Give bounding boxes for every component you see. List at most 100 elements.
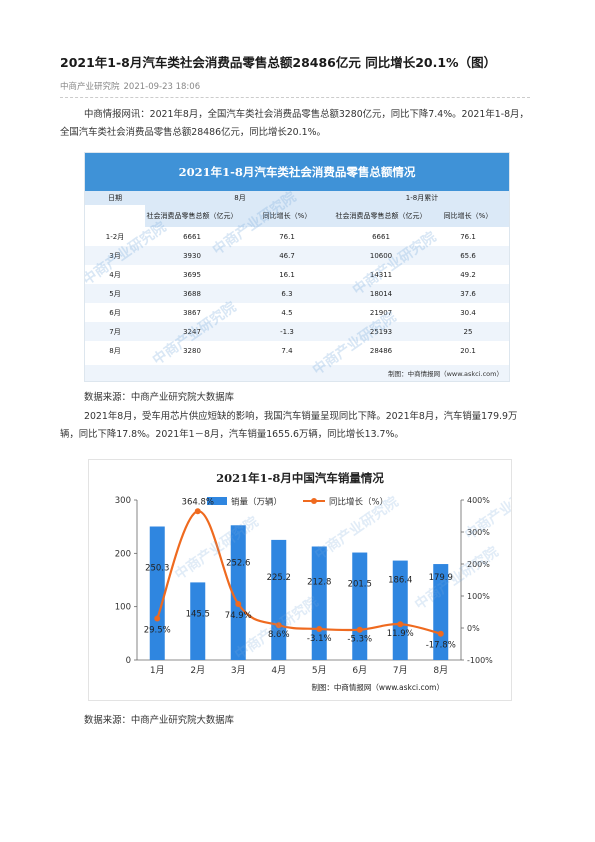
table-cell-c-val: 25193	[335, 322, 427, 341]
table-cell-m-val: 3280	[183, 346, 201, 355]
bar	[230, 525, 246, 660]
x-tick-label: 1月	[150, 665, 165, 676]
table-header-date: 日期	[85, 191, 145, 205]
table-cell-c-val: 6661	[372, 232, 390, 241]
table-cell-c-val: 10600	[335, 246, 427, 265]
table-cell-m-val: 3867	[183, 308, 201, 317]
table-cell-c-yoy: 30.4	[460, 308, 476, 317]
table-cell-date: 8月	[109, 346, 121, 355]
bar-value-label: 225.2	[267, 573, 291, 583]
table-footer: 制图：中商情报网（www.askci.com）	[388, 370, 503, 378]
retail-table: 日期 8月 1-8月累计 社会消费品零售总额（亿元） 同比增长（%） 社会消费品…	[85, 191, 509, 360]
y-tick-label: 200	[115, 549, 131, 559]
table-cell-m-yoy: 7.4	[281, 346, 293, 355]
y2-tick-label: 100%	[467, 592, 490, 601]
legend-line-marker	[311, 498, 317, 504]
bar-value-label: 179.9	[429, 573, 453, 583]
table-header-yoy: 同比增长（%）	[239, 205, 335, 227]
legend-line-label: 同比增长（%）	[329, 497, 388, 508]
bar-value-label: 252.6	[226, 558, 250, 568]
growth-point	[316, 625, 323, 632]
y2-tick-label: 200%	[467, 560, 490, 569]
bar	[433, 564, 449, 660]
line-value-label: 11.9%	[387, 629, 414, 639]
bar	[271, 539, 287, 660]
table-header-retail-cum: 社会消费品零售总额（亿元）	[335, 205, 427, 227]
table-cell-date: 5月	[85, 284, 145, 303]
table-cell-m-yoy: -1.3	[239, 322, 335, 341]
table-cell-c-yoy: 37.6	[427, 284, 509, 303]
growth-point	[194, 508, 201, 515]
bar-value-label: 201.5	[348, 580, 372, 590]
table-cell-c-val: 28486	[369, 346, 393, 355]
bar	[392, 560, 408, 660]
line-value-label: -5.3%	[347, 635, 372, 645]
table-footer-bar	[85, 365, 509, 381]
x-tick-label: 5月	[312, 665, 327, 676]
watermark: 中商产业研究院	[412, 543, 502, 613]
bar	[311, 546, 327, 660]
line-value-label: 364.8%	[182, 497, 214, 507]
table-cell-c-yoy: 25	[427, 322, 509, 341]
line-value-label: 29.5%	[144, 626, 171, 636]
article-source[interactable]: 中商产业研究院	[60, 82, 120, 92]
paragraph-1: 中商情报网讯：2021年8月，全国汽车类社会消费品零售总额3280亿元，同比下降…	[60, 106, 535, 142]
sales-chart-figure: 2021年1-8月中国汽车销量情况 销量（万辆） 同比增长（%） 0 100 200 300…	[88, 459, 552, 701]
chart-footer: 制图：中商情报网（www.askci.com）	[311, 682, 444, 692]
table-cell-c-yoy: 65.6	[427, 246, 509, 265]
paragraph-1-text: 中商情报网讯：2021年8月，全国汽车类社会消费品零售总额3280亿元，同比下降…	[60, 109, 529, 138]
retail-table-figure: 2021年1-8月汽车类社会消费品零售总额情况 日期 8月 1-8月累计 社会消…	[84, 152, 510, 382]
paragraph-2: 2021年8月，受车用芯片供应短缺的影响，我国汽车销量呈现同比下降。2021年8…	[60, 408, 535, 444]
growth-point	[437, 630, 444, 637]
y2-tick-label: 300%	[467, 528, 490, 537]
table-cell-c-yoy: 76.1	[460, 232, 476, 241]
line-value-label: 74.9%	[225, 611, 252, 621]
table-cell-date: 3月	[85, 246, 145, 265]
y-tick-label: 0	[126, 656, 131, 666]
table-cell-date: 7月	[85, 322, 145, 341]
table-cell-c-val: 14311	[369, 270, 393, 279]
bar	[190, 582, 206, 660]
growth-point	[154, 615, 161, 622]
table-cell-c-val: 18014	[335, 284, 427, 303]
table-cell-m-val: 3930	[145, 246, 239, 265]
table-cell-m-yoy: 76.1	[279, 232, 295, 241]
table-cell-m-yoy: 4.5	[281, 308, 293, 317]
table-header-retail: 社会消费品零售总额（亿元）	[145, 205, 239, 227]
bar-value-label: 145.5	[186, 609, 210, 619]
x-tick-label: 3月	[231, 665, 246, 676]
line-value-label: -17.8%	[426, 641, 456, 651]
y-tick-label: 100	[115, 603, 131, 613]
growth-point	[275, 622, 282, 629]
table-cell-m-yoy: 6.3	[239, 284, 335, 303]
table-cell-c-yoy: 49.2	[460, 270, 476, 279]
table-cell-c-val: 21907	[369, 308, 393, 317]
paragraph-2-text: 2021年8月，受车用芯片供应短缺的影响，我国汽车销量呈现同比下降。2021年8…	[60, 411, 518, 440]
y2-tick-label: 400%	[467, 496, 490, 505]
article-meta: 中商产业研究院 2021-09-23 18:06	[60, 80, 200, 92]
table-cell-c-yoy: 20.1	[460, 346, 476, 355]
table-cell-m-yoy: 16.1	[279, 270, 295, 279]
x-tick-label: 2月	[190, 665, 205, 676]
x-tick-label: 4月	[271, 665, 286, 676]
table-cell-m-val: 6661	[183, 232, 201, 241]
x-tick-label: 6月	[352, 665, 367, 676]
table-header-yoy-cum: 同比增长（%）	[427, 205, 509, 227]
table-cell-date: 1-2月	[105, 232, 125, 241]
article-date: 2021-09-23 18:06	[123, 82, 201, 92]
table-cell-m-val: 3695	[183, 270, 201, 279]
y2-tick-label: -100%	[467, 656, 493, 665]
line-value-label: 8.6%	[268, 630, 290, 640]
y-tick-label: 300	[115, 496, 131, 506]
growth-point	[397, 621, 404, 628]
growth-point	[356, 626, 363, 633]
bar	[149, 526, 165, 660]
table-title: 2021年1-8月汽车类社会消费品零售总额情况	[85, 153, 509, 191]
watermark: 中商产业研究院	[172, 513, 262, 583]
x-tick-label: 8月	[433, 665, 448, 676]
table-cell-m-val: 3247	[145, 322, 239, 341]
divider	[60, 97, 530, 98]
x-tick-label: 7月	[393, 665, 408, 676]
table-cell-date: 4月	[109, 270, 121, 279]
